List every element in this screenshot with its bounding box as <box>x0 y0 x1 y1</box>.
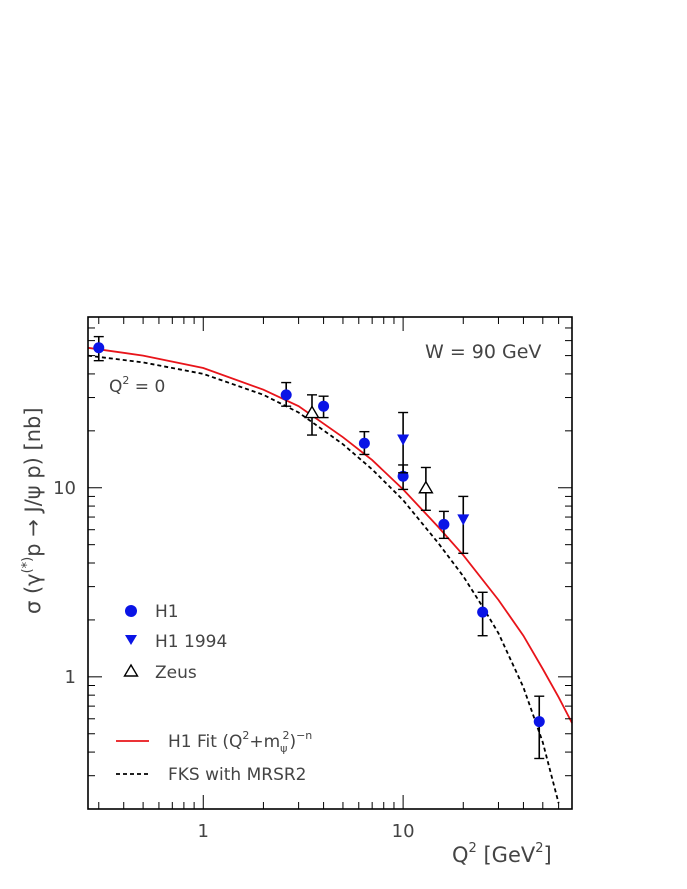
legend-label-h1: H1 <box>155 602 179 622</box>
legend-label-fks: FKS with MRSR2 <box>168 765 307 785</box>
h1-point <box>477 606 489 618</box>
h1-1994-point <box>397 434 410 446</box>
ticks-layer: 1 10 1 10 <box>53 316 573 842</box>
zeus-point <box>418 480 434 494</box>
h1-point <box>280 389 292 401</box>
h1-point <box>533 716 545 728</box>
h1-point <box>318 400 330 412</box>
legend-label-h1-fit: H1 Fit (Q2+mψ2)−n <box>168 729 312 755</box>
x-tick-label: 1 <box>198 821 209 842</box>
legend-marker-h1-1994 <box>125 635 137 645</box>
fks-curve <box>87 354 560 804</box>
h1-point <box>438 518 450 530</box>
y-tick-label: 1 <box>65 667 76 688</box>
y-tick-label: 10 <box>53 478 76 499</box>
legend-marker-zeus <box>123 663 139 677</box>
legend-marker-h1 <box>125 605 137 617</box>
curves-layer <box>87 346 573 804</box>
h1-point <box>358 437 370 449</box>
y-axis-label: σ (γ(*)p → J/ψ p) [nb] <box>20 407 45 614</box>
x-tick-label: 10 <box>392 821 415 842</box>
legend: H1 H1 1994 Zeus H1 Fit (Q2+mψ2)−n FKS wi… <box>116 602 312 785</box>
photoproduction-annotation: Q2 = 0 <box>109 374 165 397</box>
zeus-point <box>304 405 320 419</box>
legend-label-zeus: Zeus <box>155 663 197 683</box>
x-axis-label: Q2 [GeV2] <box>452 841 552 867</box>
legend-label-h1-1994: H1 1994 <box>155 632 227 652</box>
h1-point <box>397 470 409 482</box>
h1-1994-point <box>457 514 470 526</box>
energy-annotation: W = 90 GeV <box>425 341 541 363</box>
h1-point <box>93 342 105 354</box>
points-layer <box>93 335 545 760</box>
